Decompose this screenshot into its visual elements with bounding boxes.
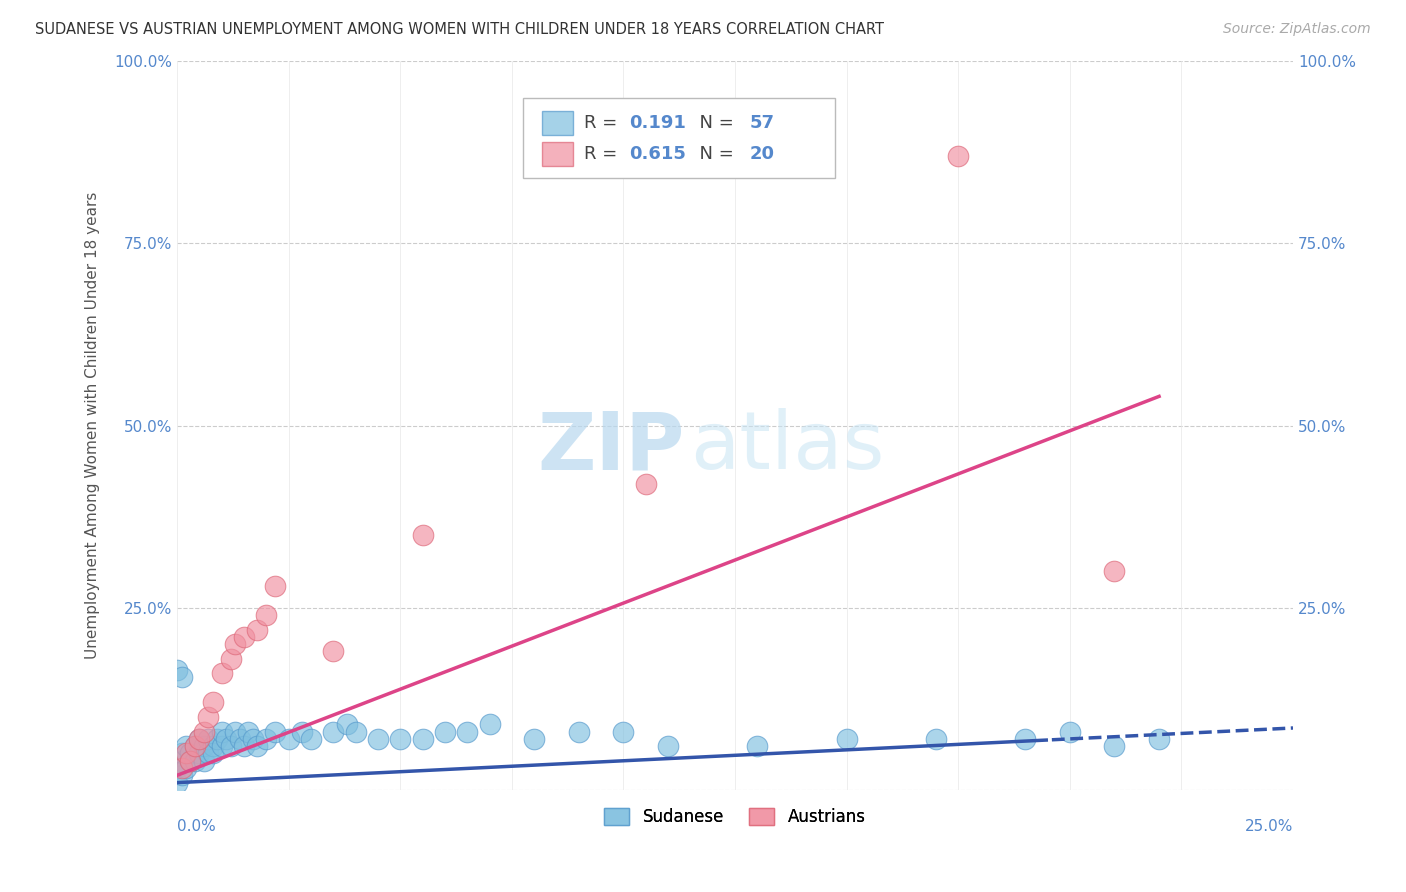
Point (188, 747, 211, 761)
Point (184, 739, 207, 754)
Point (925, 731, 948, 746)
Point (367, 731, 389, 746)
Point (170, 761, 193, 775)
Point (179, 754, 201, 768)
Point (219, 652, 242, 666)
Point (170, 747, 193, 761)
Point (219, 739, 242, 754)
Point (523, 731, 546, 746)
Point (166, 775, 188, 789)
Y-axis label: Unemployment Among Women with Children Under 18 years: Unemployment Among Women with Children U… (86, 192, 100, 659)
Point (224, 724, 246, 739)
Point (412, 731, 434, 746)
Point (254, 607, 277, 622)
Text: 20: 20 (749, 145, 775, 162)
Point (747, 739, 769, 754)
FancyBboxPatch shape (541, 142, 574, 166)
Point (228, 731, 250, 746)
Point (166, 761, 188, 775)
Point (184, 754, 207, 768)
Point (211, 666, 233, 681)
Point (433, 724, 456, 739)
Point (201, 747, 224, 761)
Point (1104, 564, 1126, 578)
Point (188, 731, 211, 746)
Point (612, 724, 634, 739)
Point (188, 731, 211, 746)
Point (166, 663, 188, 677)
Point (264, 579, 287, 593)
Point (344, 724, 367, 739)
Point (174, 747, 197, 761)
Point (170, 768, 193, 782)
Point (291, 724, 314, 739)
Text: N =: N = (688, 114, 740, 132)
Point (568, 724, 591, 739)
Point (264, 724, 287, 739)
Point (1059, 724, 1081, 739)
Text: atlas: atlas (690, 409, 884, 486)
Point (246, 623, 269, 637)
Point (1147, 731, 1170, 746)
FancyBboxPatch shape (541, 112, 574, 135)
Point (201, 739, 224, 754)
Point (197, 747, 219, 761)
Point (184, 739, 207, 754)
Point (201, 696, 224, 710)
Point (193, 724, 215, 739)
Point (179, 754, 201, 768)
Point (299, 731, 322, 746)
Legend: Sudanese, Austrians: Sudanese, Austrians (598, 801, 872, 832)
Text: ZIP: ZIP (537, 409, 685, 486)
Point (389, 731, 412, 746)
Point (634, 476, 657, 491)
Point (224, 637, 246, 651)
Point (215, 731, 238, 746)
Point (322, 644, 344, 658)
Point (657, 739, 679, 754)
Text: 0.615: 0.615 (628, 145, 686, 162)
Point (205, 731, 228, 746)
Point (193, 754, 215, 768)
Point (170, 670, 193, 684)
Point (1014, 731, 1036, 746)
Point (254, 731, 277, 746)
Point (179, 747, 201, 761)
Point (197, 710, 219, 724)
Text: 0.0%: 0.0% (177, 819, 215, 834)
Point (336, 717, 359, 731)
Point (322, 724, 344, 739)
Text: R =: R = (585, 145, 623, 162)
Point (211, 724, 233, 739)
Point (211, 739, 233, 754)
Text: SUDANESE VS AUSTRIAN UNEMPLOYMENT AMONG WOMEN WITH CHILDREN UNDER 18 YEARS CORRE: SUDANESE VS AUSTRIAN UNEMPLOYMENT AMONG … (35, 22, 884, 37)
Text: 57: 57 (749, 114, 775, 132)
Point (197, 731, 219, 746)
Point (948, 149, 970, 163)
Point (277, 731, 299, 746)
Point (456, 724, 478, 739)
Point (174, 761, 197, 775)
Point (238, 724, 260, 739)
Text: Source: ZipAtlas.com: Source: ZipAtlas.com (1223, 22, 1371, 37)
Text: N =: N = (688, 145, 740, 162)
Point (835, 731, 858, 746)
Text: 0.191: 0.191 (628, 114, 686, 132)
Point (246, 739, 269, 754)
Point (170, 754, 193, 768)
Point (478, 717, 501, 731)
Point (193, 739, 215, 754)
Text: R =: R = (585, 114, 623, 132)
Point (242, 731, 264, 746)
Point (233, 630, 256, 644)
Text: 25.0%: 25.0% (1244, 819, 1294, 834)
FancyBboxPatch shape (523, 97, 835, 178)
Point (174, 739, 197, 754)
Point (233, 739, 256, 754)
Point (1104, 739, 1126, 754)
Point (412, 528, 434, 542)
